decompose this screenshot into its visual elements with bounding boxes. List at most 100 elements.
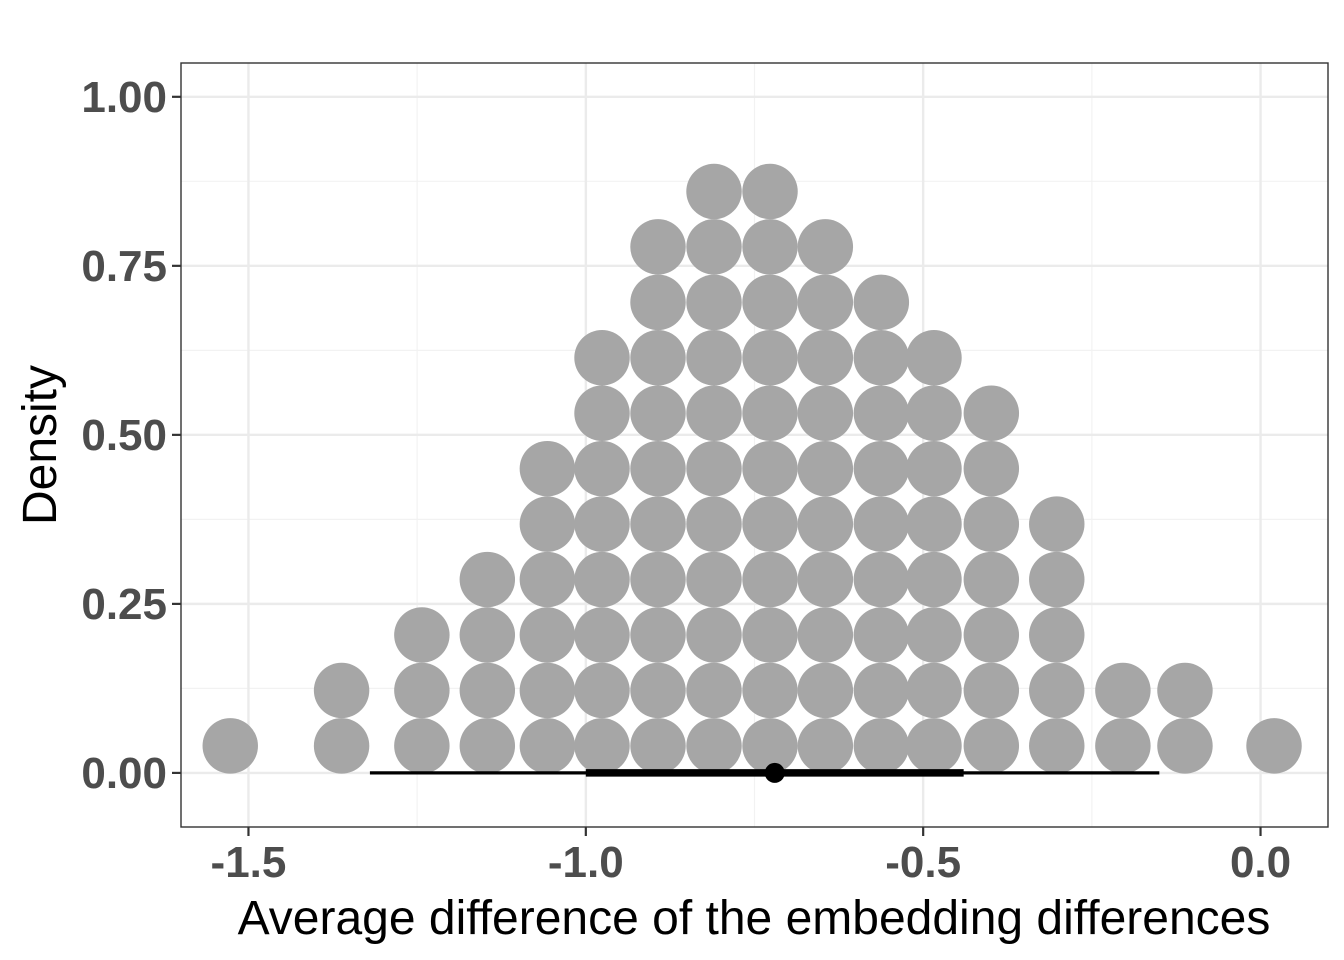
y-tick-label: 0.25 bbox=[81, 580, 167, 629]
dot bbox=[630, 385, 686, 441]
dot bbox=[313, 662, 370, 719]
dot bbox=[963, 551, 1020, 608]
dot bbox=[1029, 496, 1085, 552]
panel-border bbox=[180, 62, 1329, 828]
dot bbox=[686, 163, 742, 220]
dot bbox=[963, 607, 1020, 663]
dot bbox=[853, 385, 910, 441]
dot bbox=[797, 496, 854, 552]
dot bbox=[963, 440, 1020, 497]
dot bbox=[1095, 662, 1151, 719]
dot bbox=[906, 551, 962, 608]
dot bbox=[630, 718, 686, 774]
dot bbox=[1095, 718, 1151, 774]
x-tick-label: 0.0 bbox=[1230, 838, 1291, 887]
dot bbox=[853, 330, 910, 386]
dot bbox=[519, 440, 576, 497]
dot bbox=[202, 718, 258, 774]
dot bbox=[686, 274, 742, 331]
dot bbox=[574, 496, 630, 552]
dot bbox=[686, 219, 742, 275]
dot bbox=[963, 496, 1020, 552]
dot bbox=[1157, 662, 1213, 719]
dot bbox=[686, 662, 742, 719]
dot bbox=[574, 330, 630, 386]
dot bbox=[742, 385, 798, 441]
dot bbox=[797, 330, 854, 386]
dot bbox=[459, 551, 516, 608]
x-tick-label: -1.0 bbox=[548, 838, 624, 887]
dot bbox=[853, 718, 910, 774]
dot bbox=[574, 551, 630, 608]
dot bbox=[797, 219, 854, 275]
dot bbox=[906, 718, 962, 774]
dot bbox=[686, 551, 742, 608]
dot bbox=[742, 330, 798, 386]
dot bbox=[906, 385, 962, 441]
point-estimate bbox=[764, 762, 785, 783]
dot bbox=[459, 662, 516, 719]
dot bbox=[630, 440, 686, 497]
dot bbox=[313, 718, 370, 774]
dot bbox=[742, 607, 798, 663]
dot bbox=[742, 163, 798, 220]
x-axis-title: Average difference of the embedding diff… bbox=[238, 892, 1271, 945]
dot bbox=[394, 607, 450, 663]
dot bbox=[853, 662, 910, 719]
dot bbox=[797, 607, 854, 663]
dot bbox=[742, 219, 798, 275]
interval-summary bbox=[369, 762, 1160, 783]
dot bbox=[1029, 662, 1085, 719]
dot bbox=[574, 440, 630, 497]
dot bbox=[797, 385, 854, 441]
dot bbox=[630, 496, 686, 552]
dot bbox=[519, 496, 576, 552]
dot bbox=[1029, 551, 1085, 608]
y-axis-ticks: 0.00 0.25 0.50 0.75 1.00 bbox=[81, 73, 181, 798]
dot bbox=[519, 718, 576, 774]
dot bbox=[1029, 607, 1085, 663]
dot bbox=[906, 607, 962, 663]
dot bbox=[394, 662, 450, 719]
dot bbox=[574, 662, 630, 719]
dot bbox=[797, 551, 854, 608]
dot bbox=[742, 440, 798, 497]
dot bbox=[797, 440, 854, 497]
dot bbox=[519, 551, 576, 608]
dot bbox=[797, 718, 854, 774]
dot bbox=[574, 718, 630, 774]
dot bbox=[906, 440, 962, 497]
dot bbox=[394, 718, 450, 774]
dot bbox=[797, 274, 854, 331]
dot bbox=[686, 330, 742, 386]
dot bbox=[686, 607, 742, 663]
dot bbox=[630, 662, 686, 719]
dot bbox=[742, 551, 798, 608]
dot bbox=[853, 607, 910, 663]
dot bbox=[630, 607, 686, 663]
dot bbox=[963, 662, 1020, 719]
dot bbox=[459, 607, 516, 663]
dot bbox=[963, 718, 1020, 774]
dot bbox=[519, 662, 576, 719]
dot bbox=[906, 330, 962, 386]
dot bbox=[853, 496, 910, 552]
dot bbox=[853, 440, 910, 497]
y-tick-label: 0.75 bbox=[81, 242, 167, 291]
x-tick-label: -0.5 bbox=[885, 838, 961, 887]
dot bbox=[1246, 718, 1302, 774]
dot bbox=[742, 662, 798, 719]
dot-stacks bbox=[202, 163, 1302, 774]
dot bbox=[630, 330, 686, 386]
dot bbox=[519, 607, 576, 663]
y-tick-label: 1.00 bbox=[81, 73, 167, 122]
y-axis-title: Density bbox=[14, 365, 67, 525]
dot bbox=[1157, 718, 1213, 774]
dot bbox=[742, 274, 798, 331]
dot bbox=[686, 496, 742, 552]
dot bbox=[459, 718, 516, 774]
dot bbox=[853, 274, 910, 331]
dot bbox=[742, 718, 798, 774]
dot bbox=[906, 662, 962, 719]
